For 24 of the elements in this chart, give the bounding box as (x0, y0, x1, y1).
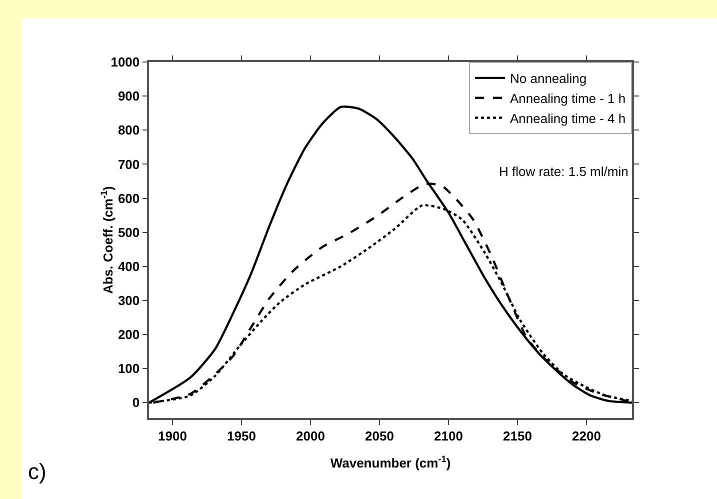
x-tick-label: 2150 (503, 428, 532, 444)
y-tick-label: 800 (118, 122, 140, 138)
y-tick-label: 200 (118, 327, 140, 342)
x-tick-label: 2100 (434, 428, 463, 444)
x-tick-label: 2000 (296, 428, 325, 444)
y-tick-label: 1000 (110, 54, 140, 70)
y-tick-label: 0 (132, 395, 140, 410)
y-tick-label: 700 (118, 156, 140, 172)
y-tick-label: 500 (118, 224, 140, 240)
legend-label: Annealing time - 1 h (510, 90, 626, 106)
y-tick-label: 900 (118, 88, 140, 104)
x-axis-title: Wavenumber (cm$^{-1}$) (330, 454, 451, 470)
x-tick-label: 2050 (365, 428, 394, 444)
annotation: H flow rate: 1.5 ml/min (499, 164, 628, 179)
x-tick-label: 1950 (227, 428, 256, 444)
y-tick-label: 300 (118, 293, 140, 308)
x-tick-label: 1900 (158, 428, 187, 444)
y-tick-label: 400 (118, 258, 140, 274)
text: c) (28, 459, 46, 484)
x-tick-label: 2200 (572, 428, 601, 444)
y-tick-label: 100 (118, 361, 140, 376)
y-tick-label: 600 (118, 190, 140, 206)
legend-label: Annealing time - 4 h (510, 110, 626, 126)
legend-label: No annealing (510, 71, 587, 86)
